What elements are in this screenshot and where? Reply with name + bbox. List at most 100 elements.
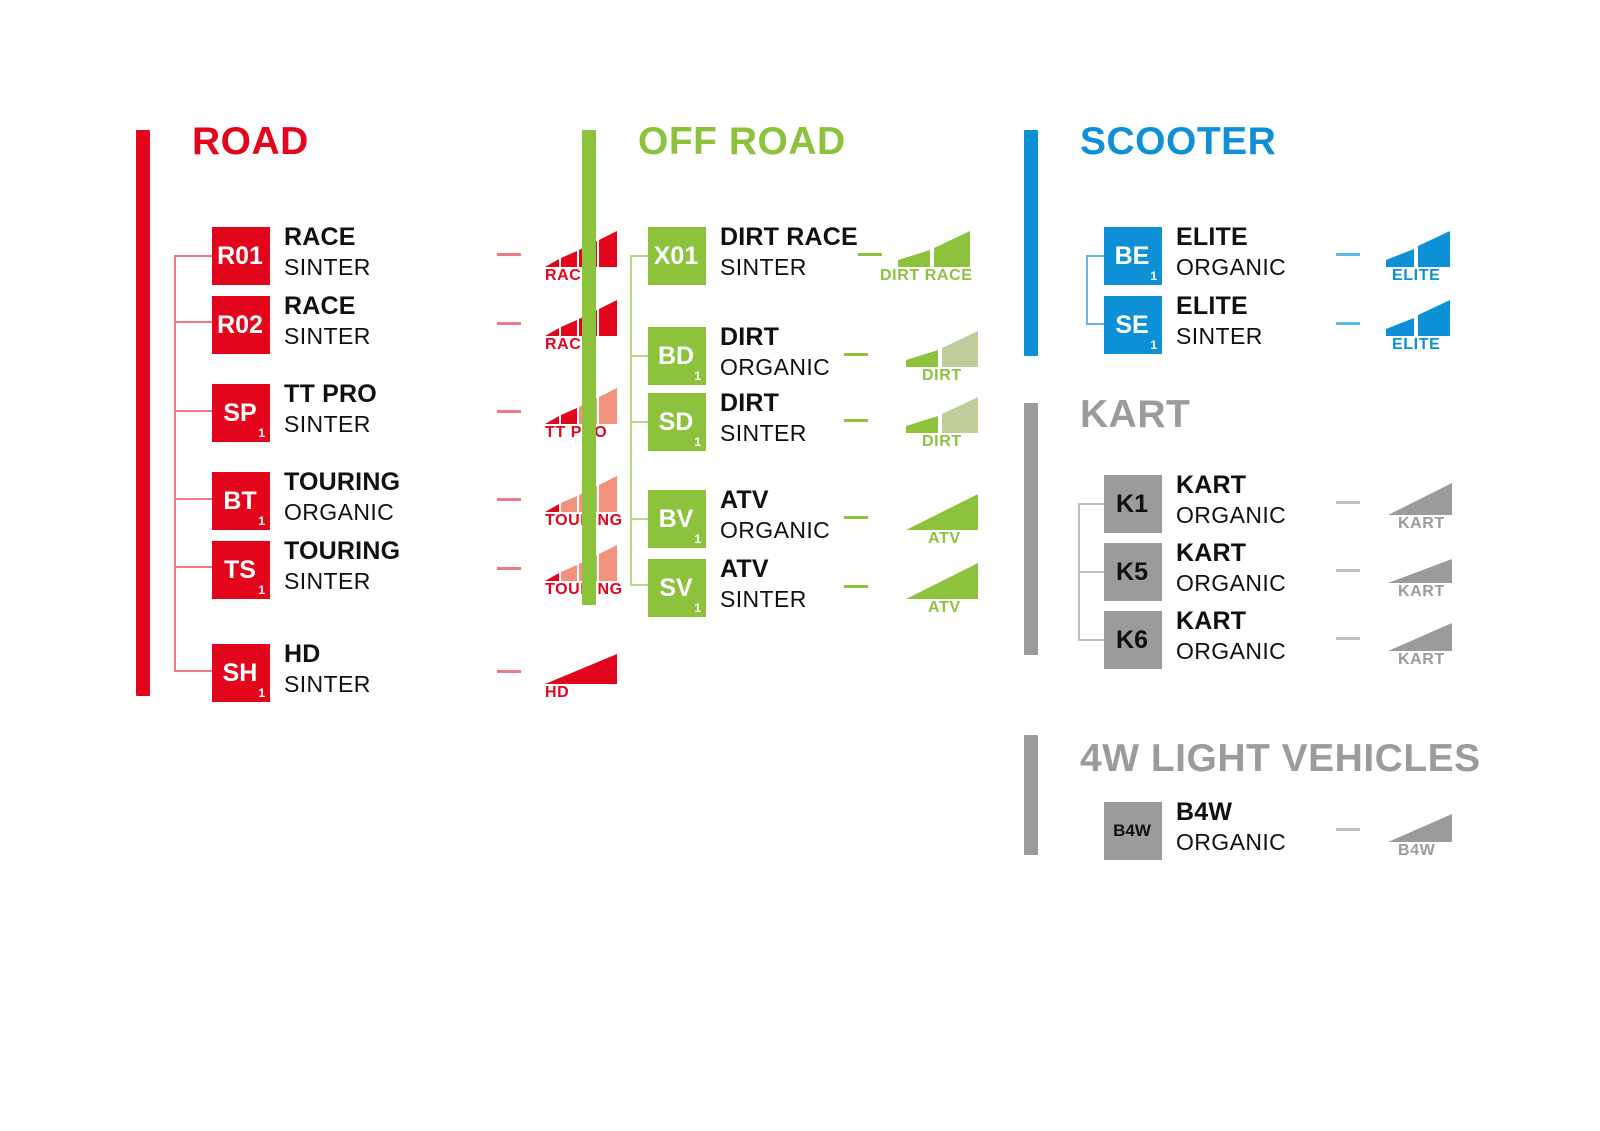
product-names: ATV SINTER	[720, 554, 807, 614]
rating-label: KART	[1398, 515, 1445, 532]
b4w-rating-icon	[1388, 804, 1452, 842]
product-code: R02	[217, 310, 263, 339]
product-material: ORGANIC	[284, 499, 395, 525]
product-material: ORGANIC	[720, 354, 831, 380]
product-names: KART ORGANIC	[1176, 470, 1286, 530]
rating-label: B4W	[1398, 842, 1436, 859]
product-code-badge: SP 1	[212, 384, 270, 442]
product-code-badge: K6	[1104, 611, 1162, 669]
product-code-badge: K1	[1104, 475, 1162, 533]
product-material: SINTER	[284, 254, 371, 280]
section-title-kart: KART	[1080, 393, 1191, 436]
product-code-badge: SV 1	[648, 559, 706, 617]
product-code: R01	[217, 241, 263, 270]
touring-rating-icon	[545, 543, 617, 581]
product-material: ORGANIC	[1176, 502, 1287, 528]
product-material: ORGANIC	[1176, 638, 1287, 664]
product-name: TOURING	[284, 468, 401, 496]
product-names: TOURING ORGANIC	[284, 467, 400, 527]
section-title-light-vehicles: 4W LIGHT VEHICLES	[1080, 737, 1481, 780]
product-code-badge: BT 1	[212, 472, 270, 530]
product-code: SE	[1115, 310, 1149, 339]
product-name: TOURING	[284, 537, 401, 565]
rating-label: DIRT	[922, 433, 962, 450]
dirt-rating-icon	[906, 395, 978, 433]
section-spine-light-vehicles	[1024, 735, 1038, 855]
product-name: B4W	[1176, 798, 1233, 826]
product-code-subscript: 1	[694, 435, 701, 449]
product-code-badge: TS 1	[212, 541, 270, 599]
product-name: DIRT RACE	[720, 223, 858, 251]
product-code: SD	[658, 407, 694, 436]
rating-dash	[1336, 569, 1360, 572]
rating-dash	[1336, 501, 1360, 504]
product-name: ATV	[720, 555, 769, 583]
race-rating-icon	[545, 298, 617, 336]
atv-rating-icon	[906, 492, 978, 530]
product-code: K5	[1116, 557, 1148, 586]
product-code-badge: BD 1	[648, 327, 706, 385]
product-code: SH	[222, 658, 258, 687]
product-name: HD	[284, 640, 321, 668]
kart6-rating-icon	[1388, 613, 1452, 651]
section-spine-road	[136, 130, 150, 696]
dirt-rating-icon	[906, 329, 978, 367]
product-code-subscript: 1	[258, 583, 265, 597]
product-material: ORGANIC	[720, 517, 831, 543]
product-name: RACE	[284, 223, 356, 251]
product-code: SV	[659, 573, 693, 602]
product-material: SINTER	[720, 420, 807, 446]
product-code: K6	[1116, 625, 1148, 654]
rating-dash	[1336, 322, 1360, 325]
product-code-badge: SD 1	[648, 393, 706, 451]
product-names: KART ORGANIC	[1176, 606, 1286, 666]
product-name: ELITE	[1176, 223, 1248, 251]
product-code-badge: BE 1	[1104, 227, 1162, 285]
product-names: ELITE ORGANIC	[1176, 222, 1286, 282]
product-code-badge: B4W	[1104, 802, 1162, 860]
kart1-rating-icon	[1388, 477, 1452, 515]
product-name: RACE	[284, 292, 356, 320]
product-code-subscript: 1	[1150, 269, 1157, 283]
product-code-subscript: 1	[694, 369, 701, 383]
product-names: TOURING SINTER	[284, 536, 400, 596]
rating-label: KART	[1398, 583, 1445, 600]
product-material: ORGANIC	[1176, 254, 1287, 280]
product-material: SINTER	[720, 586, 807, 612]
rating-label: RACE	[545, 267, 593, 284]
race-rating-icon	[545, 229, 617, 267]
product-code: BD	[657, 341, 695, 370]
product-names: B4W ORGANIC	[1176, 797, 1286, 857]
product-material: SINTER	[284, 411, 371, 437]
dirtrace-rating-icon	[898, 229, 970, 267]
product-code-badge: BV 1	[648, 490, 706, 548]
product-code-badge: R01	[212, 227, 270, 285]
product-material: SINTER	[1176, 323, 1263, 349]
product-code: B4W	[1113, 821, 1151, 840]
rating-dash	[497, 498, 521, 501]
ttpro-rating-icon	[545, 386, 617, 424]
rating-label: ELITE	[1392, 267, 1441, 284]
product-material: SINTER	[720, 254, 807, 280]
rating-dash	[858, 253, 882, 256]
product-code-subscript: 1	[258, 686, 265, 700]
atv-rating-icon	[906, 561, 978, 599]
product-material: ORGANIC	[1176, 570, 1287, 596]
product-code-subscript: 1	[258, 514, 265, 528]
product-names: ATV ORGANIC	[720, 485, 830, 545]
rating-label: RACE	[545, 336, 593, 353]
rating-dash	[844, 419, 868, 422]
product-name: DIRT	[720, 389, 780, 417]
product-code: X01	[653, 241, 699, 270]
product-name: ELITE	[1176, 292, 1248, 320]
product-names: ELITE SINTER	[1176, 291, 1263, 351]
product-names: TT PRO SINTER	[284, 379, 377, 439]
section-title-offroad: OFF ROAD	[638, 120, 846, 163]
rating-label: KART	[1398, 651, 1445, 668]
elite-rating-icon	[1386, 229, 1450, 267]
product-names: HD SINTER	[284, 639, 371, 699]
product-material: SINTER	[284, 671, 371, 697]
product-code: BT	[223, 486, 257, 515]
product-code-badge: SH 1	[212, 644, 270, 702]
rating-dash	[844, 353, 868, 356]
